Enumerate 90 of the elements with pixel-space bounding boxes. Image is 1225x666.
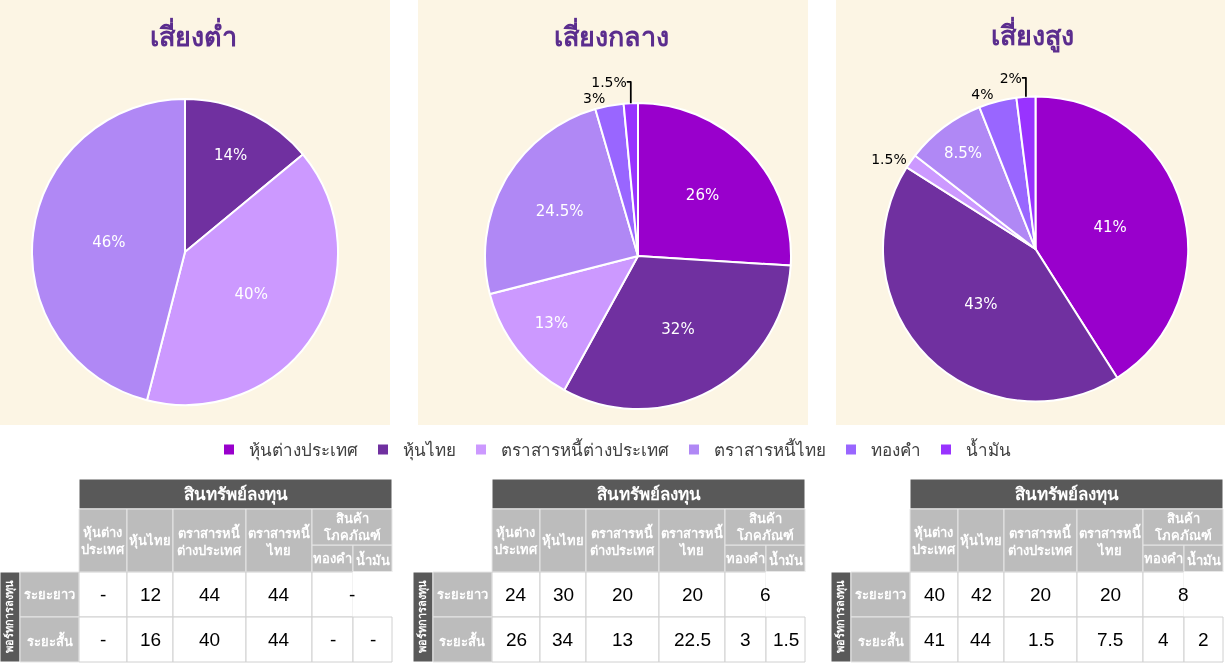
x-tick-label: ตราสารหนี้ ต่างประเทศ — [177, 523, 242, 558]
data-label: 34 — [552, 629, 574, 650]
data-label: 1.5 — [773, 629, 800, 650]
data-label: 2 — [1198, 629, 1209, 650]
text: - — [349, 584, 356, 605]
x-tick-label: ทองคำ — [313, 551, 352, 566]
data-label: 13 — [612, 629, 634, 650]
x-tick-label: หุ้นไทย — [129, 532, 171, 549]
legend-label: น้ำมัน — [966, 438, 1011, 461]
y-tick-label: ระยะยาว — [855, 587, 906, 602]
data-label: 41 — [924, 629, 946, 650]
slice-label: เสี่ยงต่ำ — [150, 17, 237, 52]
data-label: 44 — [970, 629, 992, 650]
legend-label: หุ้นไทย — [403, 440, 456, 462]
chart-title: สินทรัพย์ลงทุน — [184, 484, 288, 505]
x-tick-label: น้ำมัน — [769, 550, 803, 568]
data-label: 40 — [924, 584, 946, 605]
slice-label: เสี่ยงกลาง — [554, 17, 669, 52]
x-tick-label: ทองคำ — [1144, 551, 1183, 566]
text: สินค้า โภคภัณฑ์ — [323, 511, 381, 543]
x-tick-label: หุ้นไทย — [960, 532, 1002, 549]
data-label: 43% — [964, 294, 998, 313]
slice-label: เสี่ยงสูง — [991, 16, 1074, 53]
x-tick-label: น้ำมัน — [356, 550, 390, 568]
text: - — [100, 584, 107, 605]
data-label: 44 — [268, 584, 290, 605]
text: - — [370, 629, 377, 650]
x-tick-label: ตราสารหนี้ ต่างประเทศ — [1008, 523, 1073, 558]
text: - — [330, 629, 337, 650]
data-label: 46% — [92, 233, 126, 252]
chart-title: สินทรัพย์ลงทุน — [1015, 484, 1119, 505]
x-tick-label: ตราสารหนี้ ไทย — [1079, 523, 1141, 558]
x-tick-label: หุ้นไทย — [542, 532, 584, 549]
x-tick-label: หุ้นต่าง ประเทศ — [494, 525, 538, 557]
data-label: 22.5 — [674, 629, 711, 650]
y-tick-label: ระยะสั้น — [439, 631, 485, 649]
legend-label: ทองคำ — [871, 440, 921, 461]
data-label: 4% — [971, 85, 994, 102]
y-tick-label: ระยะสั้น — [27, 631, 73, 649]
y-tick-label: ระยะยาว — [24, 587, 75, 602]
x-tick-label: ตราสารหนี้ ไทย — [248, 523, 310, 558]
y-tick-label: ระยะยาว — [437, 587, 488, 602]
y-tick-label: ระยะสั้น — [858, 631, 904, 649]
data-label: 24 — [505, 584, 527, 605]
data-label: 20 — [682, 584, 704, 605]
x-tick-label: หุ้นต่าง ประเทศ — [81, 525, 125, 557]
data-label: 14% — [214, 145, 248, 164]
data-label: 41% — [1093, 218, 1127, 237]
data-label: 26 — [506, 629, 528, 650]
data-label: 30 — [553, 584, 575, 605]
data-label: 12 — [140, 584, 162, 605]
data-label: 1.5% — [591, 73, 627, 90]
data-label: 7.5 — [1097, 629, 1124, 650]
x-tick-label: หุ้นต่าง ประเทศ — [912, 525, 956, 557]
y-axis-title: พอร์ทการลงทุน — [416, 580, 430, 653]
x-tick-label: น้ำมัน — [1187, 550, 1221, 568]
data-label: 1.5 — [1028, 629, 1055, 650]
text: - — [100, 629, 107, 650]
data-label: 40 — [199, 629, 221, 650]
data-label: 3 — [740, 629, 751, 650]
x-tick-label: ตราสารหนี้ ต่างประเทศ — [590, 523, 655, 558]
x-tick-label: ทองคำ — [726, 551, 765, 566]
data-label: 26% — [685, 186, 720, 205]
data-label: 40% — [234, 285, 268, 304]
data-label: 2% — [999, 69, 1022, 86]
data-label: 20 — [1030, 584, 1052, 605]
data-label: 24.5% — [535, 202, 584, 221]
y-axis-title: พอร์ทการลงทุน — [834, 580, 848, 653]
text: สินค้า โภคภัณฑ์ — [1154, 511, 1212, 543]
x-tick-label: ตราสารหนี้ ไทย — [661, 523, 723, 558]
data-label: 42 — [971, 584, 993, 605]
legend-label: หุ้นต่างประเทศ — [249, 440, 358, 462]
data-label: 20 — [612, 584, 634, 605]
data-label: 1.5% — [871, 150, 907, 167]
legend-label: ตราสารหนี้ไทย — [714, 438, 826, 461]
data-label: 3% — [583, 89, 606, 106]
data-label: 16 — [140, 629, 162, 650]
legend-label: ตราสารหนี้ต่างประเทศ — [501, 438, 669, 461]
chart-title: สินทรัพย์ลงทุน — [597, 484, 701, 505]
data-label: 4 — [1158, 629, 1169, 650]
y-axis-title: พอร์ทการลงทุน — [3, 580, 17, 653]
data-label: 13% — [534, 314, 569, 333]
text: สินค้า โภคภัณฑ์ — [736, 511, 794, 543]
data-label: 8.5% — [944, 143, 983, 162]
data-label: 44 — [199, 584, 221, 605]
data-label: 32% — [661, 319, 695, 338]
data-label: 20 — [1100, 584, 1122, 605]
data-label: 8 — [1178, 584, 1189, 605]
data-label: 44 — [268, 629, 290, 650]
data-label: 6 — [760, 584, 771, 605]
